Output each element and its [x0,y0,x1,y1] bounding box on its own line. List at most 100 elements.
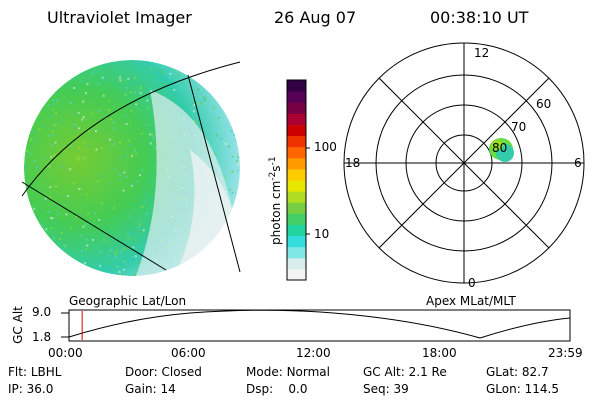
disk-speckle [122,103,125,106]
disk-speckle [224,142,227,145]
disk-speckle [35,167,38,170]
disk-speckle [128,187,131,189]
colorbar-unit-label: photon cm-2s-1 [268,156,283,245]
disk-speckle [25,168,28,171]
disk-speckle [123,247,126,249]
disk-speckle [221,85,224,88]
disk-speckle [73,125,76,128]
disk-speckle [51,62,54,65]
disk-speckle [132,266,135,269]
disk-speckle [105,115,108,118]
disk-speckle [34,86,37,89]
disk-speckle [80,80,83,83]
disk-speckle [125,87,128,89]
disk-speckle [57,212,60,215]
disk-speckle [52,252,55,255]
disk-speckle [24,128,27,130]
disk-speckle [210,79,213,81]
disk-speckle [50,144,53,147]
disk-speckle [227,116,230,119]
disk-speckle [58,63,61,66]
disk-speckle [30,153,33,156]
disk-speckle [43,136,46,139]
disk-speckle [34,159,37,162]
disk-speckle [119,250,122,253]
disk-speckle [72,256,75,259]
disk-speckle [51,72,54,75]
disk-speckle [89,66,92,69]
disk-speckle [71,85,74,88]
disk-speckle [43,172,46,175]
disk-speckle [238,262,240,265]
colorbar-band [287,124,306,137]
disk-speckle [58,267,61,270]
disk-speckle [188,105,191,108]
polar-plot [343,42,585,284]
disk-speckle [232,110,235,113]
disk-speckle [175,102,178,105]
disk-speckle [47,104,50,107]
disk-speckle [203,269,206,272]
disk-speckle [127,231,130,234]
disk-speckle [139,87,142,89]
disk-speckle [85,223,87,226]
disk-speckle [125,123,128,126]
disk-speckle [27,229,30,232]
disk-speckle [84,248,87,251]
disk-speckle [103,218,106,221]
disk-speckle [99,264,102,267]
disk-speckle [131,108,134,110]
disk-speckle [65,127,67,130]
disk-speckle [150,88,153,91]
disk-speckle [63,244,66,247]
disk-speckle [42,72,44,75]
altitude-curve [68,309,571,339]
door-info: Door: Closed [125,365,202,379]
disk-speckle [53,134,56,136]
disk-speckle [99,250,102,253]
disk-speckle [113,217,116,220]
disk-speckle [99,172,102,175]
disk-speckle [226,269,228,272]
disk-speckle [105,235,108,237]
disk-speckle [82,60,85,63]
disk-speckle [49,114,52,117]
disk-speckle [233,260,236,263]
disk-speckle [85,92,88,95]
disk-speckle [86,63,89,66]
disk-speckle [27,231,30,234]
mlt-label-12: 12 [474,46,490,60]
disk-speckle [142,229,145,232]
colorbar-band [287,202,306,214]
disk-speckle [24,109,27,112]
disk-speckle [101,147,103,150]
disk-speckle [219,91,221,94]
disk-speckle [110,118,112,121]
disk-speckle [106,231,109,234]
disk-speckle [109,241,112,244]
mlt-label-6: 6 [574,156,582,170]
disk-speckle [50,156,53,158]
disk-speckle [58,190,61,193]
disk-speckle [152,137,155,140]
disk-speckle [220,137,223,140]
disk-speckle [153,60,156,63]
disk-speckle [223,98,226,101]
disk-speckle [46,63,49,66]
disk-speckle [196,257,199,260]
disk-speckle [136,185,139,188]
disk-speckle [45,218,48,220]
disk-speckle [77,127,80,130]
disk-speckle [48,130,51,133]
disk-speckle [147,106,149,109]
disk-speckle [230,130,233,133]
disk-speckle [24,271,27,274]
disk-speckle [134,149,137,152]
disk-speckle [237,221,240,224]
disk-speckle [150,67,153,70]
disk-speckle [237,212,240,215]
disk-speckle [134,76,137,79]
disk-speckle [192,73,195,76]
disk-speckle [174,65,177,68]
disk-speckle [133,232,136,235]
